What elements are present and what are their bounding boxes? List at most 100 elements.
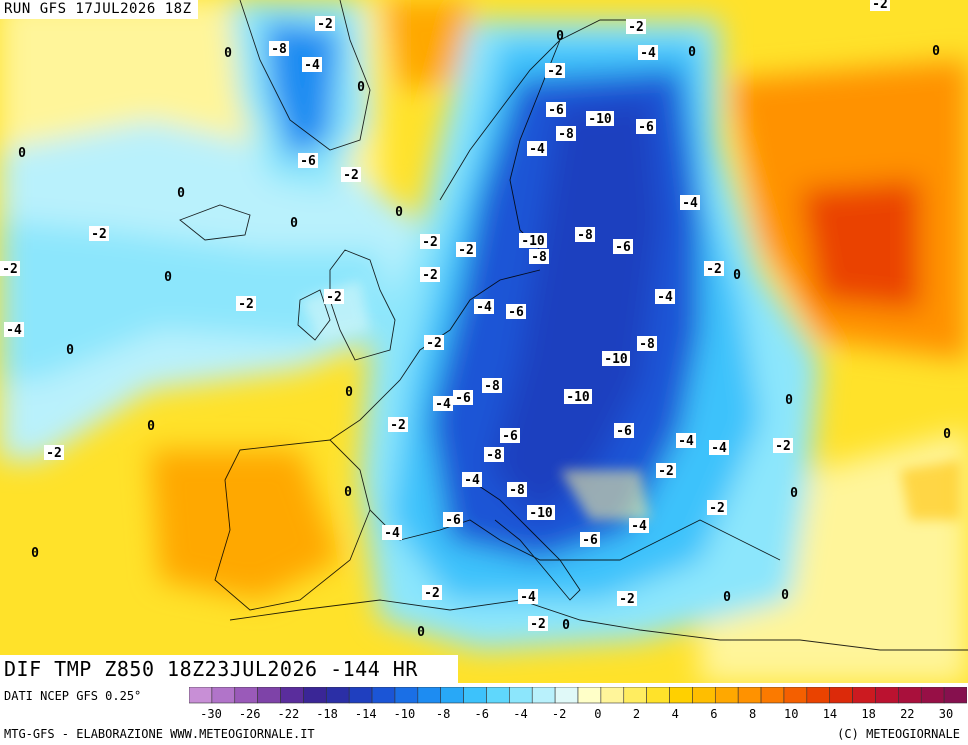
isotherm-label-text: -4 — [520, 590, 536, 605]
isotherm-label-text: -4 — [631, 519, 647, 534]
isotherm-label: 0 — [395, 205, 403, 220]
isotherm-label-text: -8 — [558, 127, 574, 142]
isotherm-label-text: -2 — [530, 617, 546, 632]
isotherm-label: 0 — [345, 385, 353, 400]
isotherm-label: -6 — [613, 239, 633, 255]
isotherm-label-text: -6 — [548, 103, 564, 118]
color-scale-swatch — [440, 687, 464, 704]
color-scale-swatch — [371, 687, 396, 704]
color-scale-swatch — [577, 687, 602, 704]
isotherm-label-text: 0 — [688, 45, 696, 60]
isotherm-label: 0 — [18, 146, 26, 161]
color-scale-tick: 6 — [710, 707, 718, 721]
color-scale-swatch — [554, 687, 579, 704]
isotherm-label: -2 — [236, 296, 256, 312]
isotherm-label: 0 — [932, 44, 940, 59]
isotherm-label: -8 — [482, 378, 502, 394]
isotherm-label: -4 — [680, 195, 700, 211]
isotherm-label-text: -2 — [390, 418, 406, 433]
field-texture-a — [560, 470, 650, 520]
coast-iceland — [179, 204, 251, 241]
color-scale-swatch — [463, 687, 487, 704]
isotherm-label: -4 — [474, 299, 494, 315]
isotherm-label: -2 — [626, 19, 646, 35]
isotherm-label: -2 — [388, 417, 408, 433]
color-scale-tick: -30 — [200, 707, 222, 721]
isotherm-label-text: -6 — [582, 533, 598, 548]
color-scale-swatch — [325, 687, 350, 704]
isotherm-label-text: -8 — [484, 379, 500, 394]
isotherm-label: -6 — [614, 423, 634, 439]
isotherm-label: -2 — [424, 335, 444, 351]
isotherm-label: 0 — [344, 485, 352, 500]
isotherm-label: -6 — [580, 532, 600, 548]
color-scale-labels: -30 -26 -22 -18 -14 -10 -8 -6 -4 -2 0 2 4 6 8 10 14 18 22 3… — [189, 707, 967, 721]
isotherm-label: -2 — [315, 16, 335, 32]
isotherm-label: 0 — [290, 216, 298, 231]
isotherm-label: 0 — [790, 486, 798, 501]
color-scale-swatch — [280, 687, 304, 704]
isotherm-label-text: 0 — [290, 216, 298, 231]
isotherm-label: -2 — [89, 226, 109, 242]
isotherm-label-text: -2 — [658, 464, 674, 479]
isotherm-label: -4 — [518, 589, 538, 605]
color-scale-swatch — [875, 687, 899, 704]
isotherm-label-text: -2 — [326, 290, 342, 305]
isotherm-label: -10 — [527, 505, 555, 521]
coast-iberia — [214, 439, 371, 611]
isotherm-label-text: 0 — [395, 205, 403, 220]
isotherm-label-text: -2 — [343, 168, 359, 183]
isotherm-label-text: -4 — [640, 46, 656, 61]
isotherm-label-text: -10 — [604, 352, 628, 367]
isotherm-label: -2 — [422, 585, 442, 601]
isotherm-label: 0 — [147, 419, 155, 434]
color-scale-tick: 14 — [822, 707, 838, 721]
isotherm-label: -8 — [269, 41, 289, 57]
isotherm-label: -4 — [638, 45, 658, 61]
field-cyan-atlantic — [0, 220, 390, 380]
isotherm-label: -10 — [602, 351, 630, 367]
isotherm-label: -2 — [420, 267, 440, 283]
isotherm-label: -6 — [506, 304, 526, 320]
color-scale-swatch — [509, 687, 533, 704]
field-red-east — [800, 180, 920, 310]
color-scale-swatch — [714, 687, 739, 704]
isotherm-label-text: -2 — [238, 297, 254, 312]
isotherm-label: -8 — [637, 336, 657, 352]
isotherm-label: -2 — [870, 0, 890, 12]
color-scale — [189, 687, 967, 704]
isotherm-label: 0 — [733, 268, 741, 283]
isotherm-label: -4 — [676, 433, 696, 449]
isotherm-label-text: 0 — [781, 588, 789, 603]
isotherm-label: 0 — [66, 343, 74, 358]
color-scale-tick: -2 — [551, 707, 567, 721]
field-texture-c — [900, 460, 960, 520]
color-scale-swatch — [760, 687, 785, 704]
isotherm-label-text: -2 — [547, 64, 563, 79]
isotherm-label: -4 — [527, 141, 547, 157]
isotherm-label-text: 0 — [790, 486, 798, 501]
color-scale-swatch — [623, 687, 647, 704]
isotherm-label-text: -6 — [508, 305, 524, 320]
color-scale-swatch — [531, 687, 556, 704]
isotherm-label-text: -8 — [271, 42, 287, 57]
color-scale-tick: -6 — [474, 707, 490, 721]
isotherm-label: -2 — [773, 438, 793, 454]
isotherm-label-text: 0 — [345, 385, 353, 400]
isotherm-label-text: -2 — [706, 262, 722, 277]
isotherm-label: -8 — [575, 227, 595, 243]
color-scale-swatch — [920, 687, 945, 704]
data-source: DATI NCEP GFS 0.25° — [4, 689, 142, 703]
color-scale-swatch — [943, 687, 967, 704]
coast-britain — [329, 249, 396, 361]
color-scale-tick: 4 — [671, 707, 679, 721]
credit-right: (C) METEOGIORNALE — [837, 727, 960, 741]
isotherm-label-text: -6 — [616, 424, 632, 439]
color-scale-swatch — [211, 687, 236, 704]
temperature-anomaly-map: -2 -8 -4 0 0 -6 -2 0 0 0 0 -2 -2 0 -2 -2 -2 -2 -2 -4 0 -2 -4 -6… — [0, 0, 968, 683]
isotherm-label: -2 — [456, 242, 476, 258]
isotherm-label: -2 — [420, 234, 440, 250]
isotherm-label-text: -4 — [435, 397, 451, 412]
color-scale-swatch — [646, 687, 670, 704]
isotherm-label-text: 0 — [147, 419, 155, 434]
